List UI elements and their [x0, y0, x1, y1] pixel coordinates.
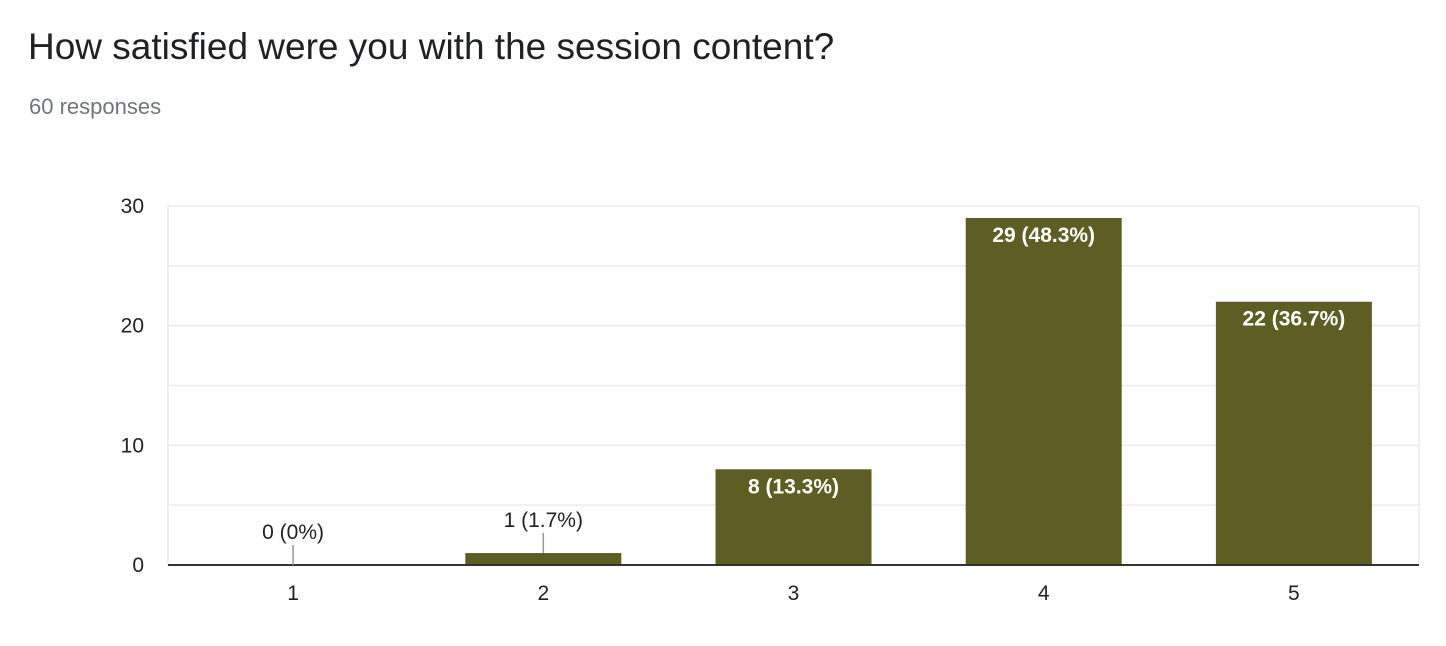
- x-tick-label: 2: [537, 582, 549, 605]
- y-axis: 0 10 20 30: [121, 195, 144, 577]
- x-tick-label: 1: [287, 582, 299, 605]
- data-label: 29 (48.3%): [992, 224, 1095, 247]
- response-count: 60 responses: [29, 94, 162, 119]
- x-tick-label: 5: [1288, 582, 1300, 605]
- y-tick-label: 30: [121, 195, 144, 218]
- x-axis: 1 2 3 4 5: [168, 564, 1419, 605]
- bar: [715, 469, 872, 565]
- y-tick-label: 20: [121, 315, 144, 338]
- question-title: How satisfied were you with the session …: [28, 26, 835, 67]
- data-label: 1 (1.7%): [504, 509, 583, 532]
- data-label: 22 (36.7%): [1243, 308, 1346, 331]
- grid-lines: [167, 205, 1420, 565]
- bar: [1215, 301, 1372, 565]
- y-tick-label: 0: [132, 554, 144, 577]
- bars: [465, 217, 1372, 565]
- y-tick-label: 10: [121, 434, 144, 457]
- data-labels: 0 (0%) 1 (1.7%) 8 (13.3%) 29 (48.3%) 22 (36.…: [262, 224, 1345, 565]
- data-label: 8 (13.3%): [748, 475, 839, 498]
- bar: [465, 553, 622, 565]
- x-tick-label: 3: [788, 582, 800, 605]
- data-label: 0 (0%): [262, 521, 324, 544]
- bar: [965, 217, 1122, 565]
- x-tick-label: 4: [1038, 582, 1050, 605]
